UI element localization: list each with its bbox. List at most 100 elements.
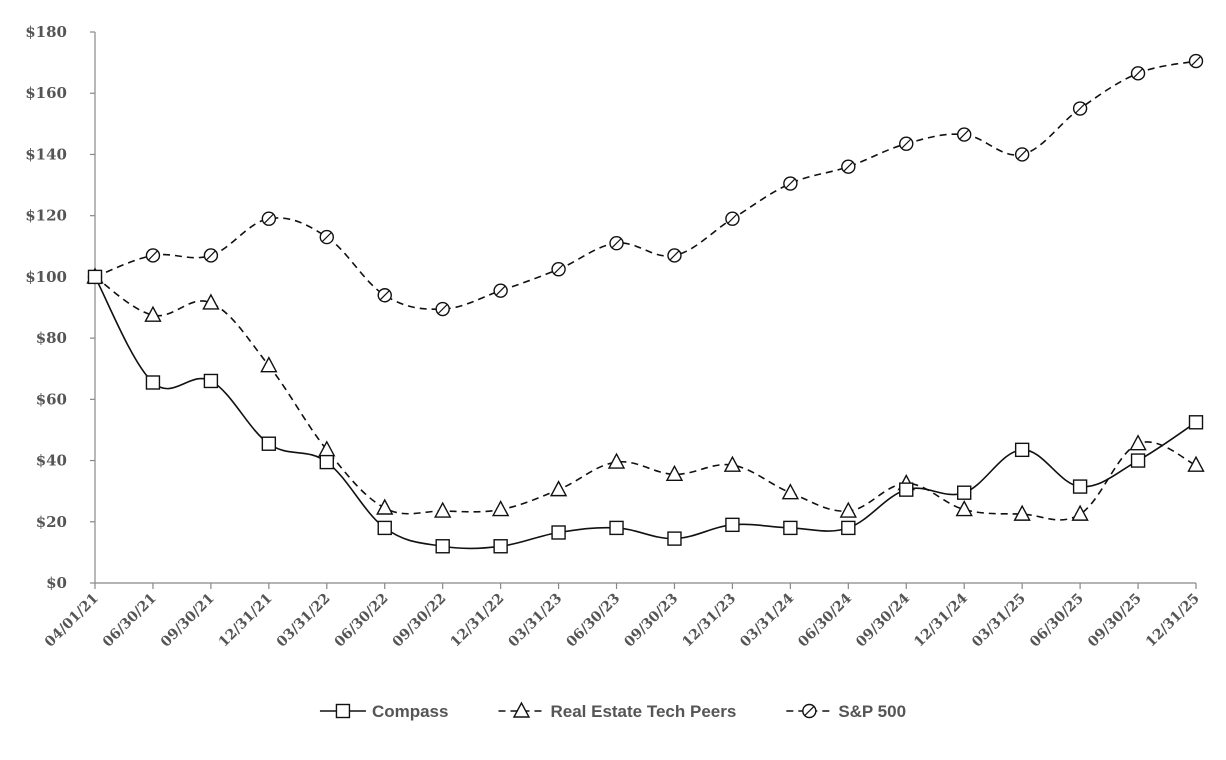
compass-point [1014, 442, 1030, 458]
compass-point [899, 482, 914, 497]
real-estate-tech-peers-point [1071, 504, 1089, 521]
sandp-500-point-slash [669, 250, 680, 261]
real-estate-tech-peers-point [434, 501, 452, 518]
real-estate-tech-peers-point [781, 483, 800, 500]
x-tick-label: 09/30/25 [1085, 591, 1145, 651]
x-tick-label: 03/31/25 [969, 591, 1029, 651]
sandp-500-point [609, 236, 624, 251]
y-tick-label: $0 [46, 574, 67, 592]
y-tick-label: $100 [25, 268, 67, 286]
x-tick-label: 09/30/21 [158, 591, 218, 651]
x-tick-label: 06/30/22 [332, 591, 392, 651]
sandp-500-point-slash [1190, 56, 1202, 67]
sandp-500-point [145, 248, 161, 263]
compass-point [261, 436, 277, 451]
x-tick-label: 06/30/21 [100, 591, 160, 651]
compass-point [667, 531, 682, 546]
compass-line [94, 276, 1197, 550]
y-tick-label: $120 [25, 207, 67, 225]
sandp-500-point-slash [379, 290, 390, 301]
x-tick-label: 03/31/22 [274, 591, 334, 651]
x-tick-label: 06/30/24 [795, 590, 855, 650]
sandp-500-point [1188, 53, 1204, 69]
compass-point [435, 539, 450, 554]
sandp-500-point-slash [147, 250, 158, 261]
sandp-500-point [783, 176, 798, 191]
real-estate-tech-peers-series [86, 267, 1205, 521]
sandp-500-point [899, 136, 914, 151]
real-estate-tech-peers-point [318, 440, 336, 457]
sandp-500-point [725, 211, 740, 226]
real-estate-tech-peers-point [260, 356, 278, 373]
real-estate-tech-peers-point [1129, 434, 1147, 451]
x-tick-label: 09/30/24 [853, 590, 913, 650]
legend-marker-sandp-500-slash [804, 705, 815, 717]
compass-point [319, 454, 334, 470]
y-tick-label: $80 [36, 329, 67, 347]
compass-point [493, 539, 508, 554]
x-tick-label: 12/31/24 [911, 590, 971, 650]
sandp-500-point [551, 262, 566, 277]
sandp-500-point-slash [1133, 68, 1144, 79]
x-tick-label: 12/31/22 [448, 591, 508, 651]
real-estate-tech-peers-point [144, 305, 162, 322]
real-estate-tech-peers-point [955, 500, 973, 517]
compass-point [1072, 479, 1088, 494]
legend-marker-sandp-500 [802, 703, 817, 719]
compass-series [87, 269, 1204, 554]
compass-point [145, 375, 161, 390]
legend-item-real-estate-tech-peers: Real Estate Tech Peers [498, 701, 736, 721]
axes: $0 $20 $40 $60 $80 $100 $120 $140 $160 $180 04/01/… [25, 23, 1203, 650]
sandp-500-point-slash [437, 304, 448, 315]
sandp-500-point-slash [785, 178, 796, 189]
real-estate-tech-peers-point [202, 293, 220, 310]
compass-point [87, 269, 103, 285]
real-estate-tech-peers-line [94, 276, 1197, 521]
compass-point [957, 485, 972, 500]
x-tick-label: 06/30/23 [563, 591, 623, 651]
legend-item-compass: Compass [319, 702, 448, 721]
real-estate-tech-peers-point [1013, 504, 1031, 521]
real-estate-tech-peers-point [376, 498, 394, 515]
sandp-500-point [841, 159, 856, 174]
compass-point [783, 520, 798, 536]
compass-point [1188, 415, 1204, 430]
compass-point [377, 520, 392, 536]
sandp-500-series [87, 53, 1204, 317]
sandp-500-point-slash [1017, 149, 1028, 160]
x-tick-label: 03/31/23 [506, 591, 566, 651]
legend-marker-real-estate-tech-peers [512, 701, 531, 718]
x-tick-label: 12/31/23 [679, 591, 739, 651]
sandp-500-point-slash [901, 138, 912, 149]
x-tick-label: 09/30/22 [390, 591, 450, 651]
sandp-500-point-slash [611, 238, 622, 249]
sandp-500-point-slash [553, 264, 564, 275]
y-tick-label: $140 [25, 145, 67, 163]
sandp-500-point-slash [1075, 103, 1086, 114]
compass-point [1130, 453, 1146, 468]
sandp-500-point [319, 229, 334, 245]
sandp-500-point [261, 211, 277, 226]
sandp-500-point-slash [843, 161, 854, 172]
x-tick-label: 12/31/25 [1143, 591, 1203, 651]
y-tick-label: $60 [36, 390, 67, 408]
sandp-500-line [94, 60, 1197, 311]
legend: Compass Real Estate Tech Peers S&P 500 [319, 701, 906, 721]
sandp-500-point [667, 248, 682, 263]
legend-label-sandp-500: S&P 500 [838, 702, 906, 721]
sandp-500-point-slash [495, 285, 506, 296]
real-estate-tech-peers-point [549, 480, 568, 497]
real-estate-tech-peers-point [839, 501, 857, 518]
real-estate-tech-peers-point [1187, 455, 1205, 472]
sandp-500-point [435, 301, 450, 317]
sandp-500-point-slash [263, 213, 274, 224]
y-tick-label: $160 [25, 84, 67, 102]
compass-point [203, 373, 219, 389]
x-tick-label: 09/30/23 [621, 591, 681, 651]
legend-marker-compass [335, 703, 351, 719]
sandp-500-point [1014, 147, 1030, 162]
sandp-500-point [493, 283, 508, 298]
real-estate-tech-peers-point [723, 455, 742, 472]
y-tick-label: $180 [25, 23, 67, 41]
